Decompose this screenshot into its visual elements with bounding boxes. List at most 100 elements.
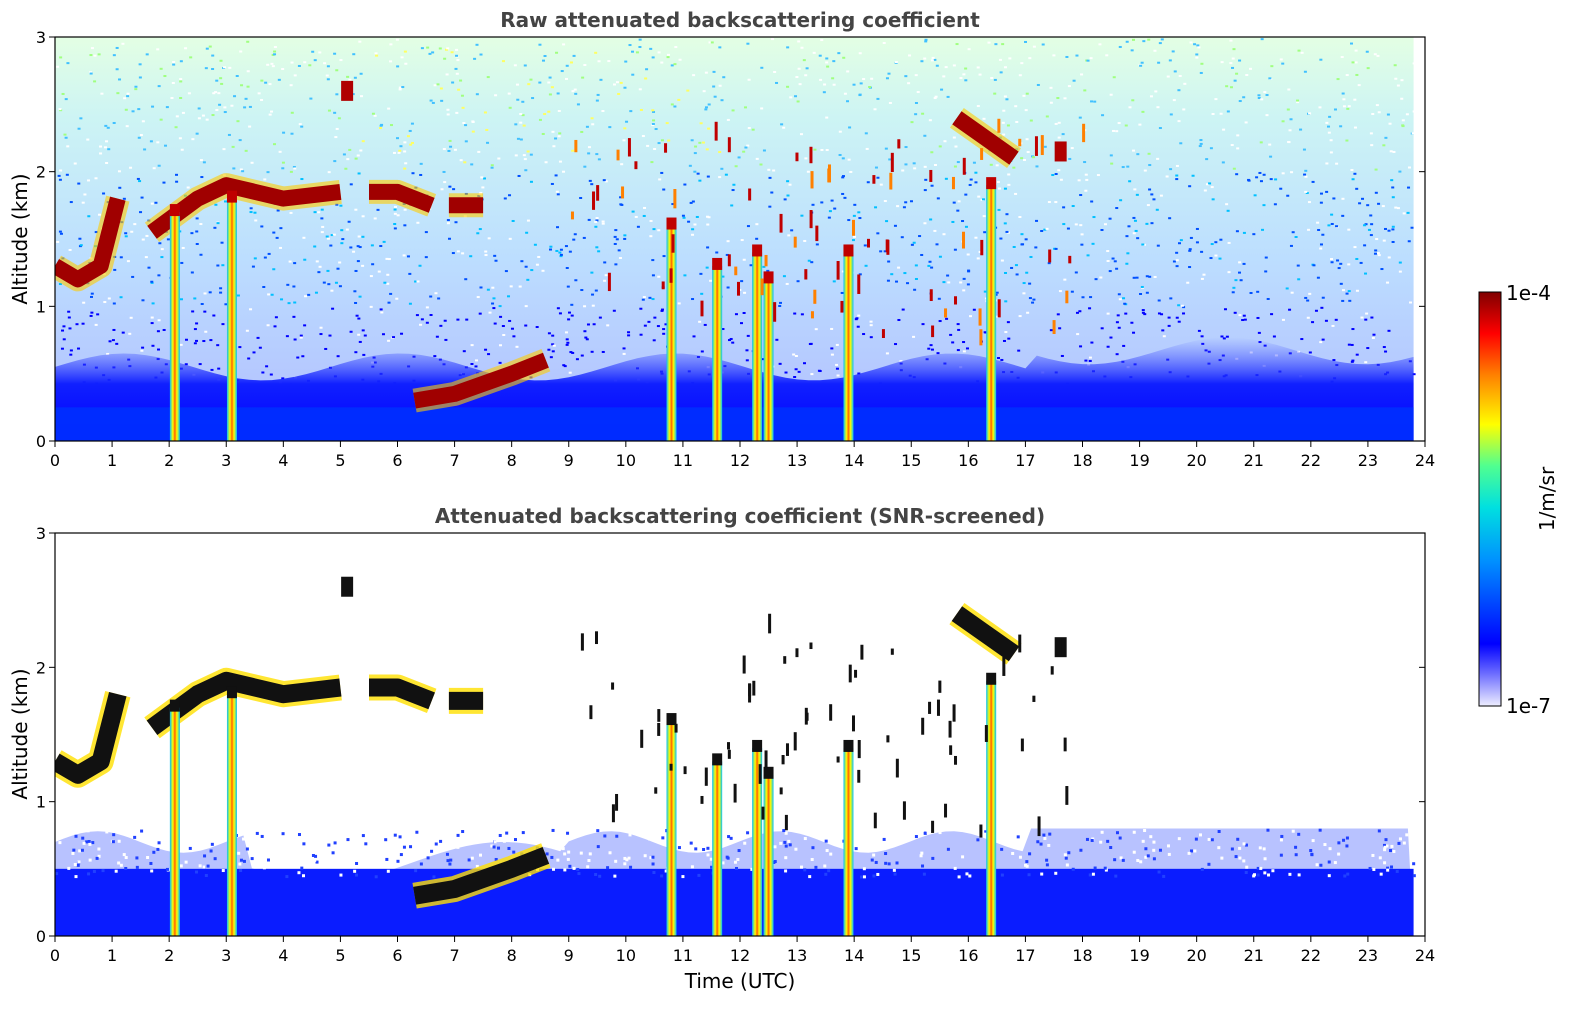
noise-speck (786, 85, 790, 88)
noise-speck (698, 141, 702, 144)
noise-speck (256, 336, 260, 339)
noise-speck (1025, 864, 1029, 868)
noise-speck (1029, 255, 1033, 258)
noise-speck (594, 873, 598, 877)
noise-speck (566, 831, 570, 835)
noise-speck (451, 81, 455, 84)
noise-speck (1067, 85, 1071, 88)
noise-speck (106, 126, 110, 129)
noise-speck (494, 857, 498, 861)
noise-speck (978, 73, 982, 76)
rain-shaft (763, 279, 774, 441)
noise-speck (64, 136, 68, 139)
noise-speck (118, 78, 122, 81)
noise-speck (814, 328, 818, 331)
noise-speck (335, 69, 339, 72)
noise-speck (387, 339, 391, 342)
noise-speck (699, 122, 703, 125)
noise-speck (131, 110, 135, 113)
noise-speck (357, 235, 361, 238)
noise-speck (1269, 155, 1273, 158)
noise-speck (137, 108, 141, 111)
noise-speck (614, 263, 618, 266)
noise-speck (1083, 161, 1087, 164)
convective-cell (1063, 737, 1067, 752)
noise-speck (1226, 209, 1230, 212)
rain-shaft (712, 761, 723, 936)
noise-speck (551, 350, 555, 353)
noise-speck (794, 354, 798, 357)
noise-speck (1257, 94, 1261, 97)
noise-speck (1115, 353, 1119, 356)
noise-speck (113, 268, 117, 271)
noise-speck (1345, 836, 1349, 840)
noise-speck (80, 848, 84, 852)
noise-speck (1333, 861, 1337, 865)
noise-speck (825, 849, 829, 853)
noise-speck (479, 191, 483, 194)
noise-speck (353, 869, 357, 873)
convective-cell (1018, 138, 1022, 147)
noise-speck (1054, 201, 1058, 204)
noise-speck (1001, 121, 1005, 124)
noise-speck (464, 140, 468, 143)
noise-speck (444, 48, 448, 51)
noise-speck (884, 829, 888, 833)
noise-speck (718, 176, 722, 179)
noise-speck (1146, 854, 1150, 858)
noise-speck (1032, 156, 1036, 159)
noise-speck (1319, 341, 1323, 344)
convective-cell (1065, 290, 1069, 304)
noise-speck (825, 149, 829, 152)
noise-speck (271, 65, 275, 68)
noise-speck (586, 323, 590, 326)
noise-speck (156, 836, 160, 840)
noise-speck (1381, 205, 1385, 208)
noise-speck (862, 78, 866, 81)
noise-speck (1260, 38, 1264, 41)
noise-speck (221, 264, 225, 267)
noise-speck (1330, 213, 1334, 216)
convective-cell (813, 289, 817, 304)
convective-cell (727, 742, 731, 750)
noise-speck (69, 201, 73, 204)
noise-speck (921, 323, 925, 326)
noise-speck (681, 875, 685, 879)
noise-speck (464, 278, 468, 281)
convective-cell (640, 729, 644, 748)
noise-speck (1088, 359, 1092, 362)
noise-speck (612, 309, 616, 312)
noise-speck (543, 113, 547, 116)
noise-speck (1106, 312, 1110, 315)
noise-speck (1112, 76, 1116, 79)
noise-speck (571, 149, 575, 152)
noise-speck (1205, 183, 1209, 186)
noise-speck (1146, 204, 1150, 207)
noise-speck (547, 332, 551, 335)
noise-speck (91, 841, 95, 845)
noise-speck (1367, 228, 1371, 231)
noise-speck (318, 265, 322, 268)
noise-speck (746, 225, 750, 228)
noise-speck (474, 365, 478, 368)
noise-speck (247, 357, 251, 360)
noise-speck (998, 58, 1002, 61)
noise-speck (172, 63, 176, 66)
noise-speck (99, 145, 103, 148)
noise-speck (211, 114, 215, 117)
noise-speck (380, 123, 384, 126)
noise-speck (265, 365, 269, 368)
x-tick-label: 21 (1244, 451, 1264, 470)
noise-speck (755, 237, 759, 240)
noise-speck (499, 315, 503, 318)
noise-speck (140, 196, 144, 199)
noise-speck (440, 99, 444, 102)
noise-speck (976, 257, 980, 260)
noise-speck (461, 830, 465, 834)
noise-speck (320, 217, 324, 220)
noise-speck (121, 42, 125, 45)
noise-speck (556, 226, 560, 229)
noise-speck (824, 836, 828, 840)
convective-cell (929, 289, 933, 302)
noise-speck (572, 54, 576, 57)
